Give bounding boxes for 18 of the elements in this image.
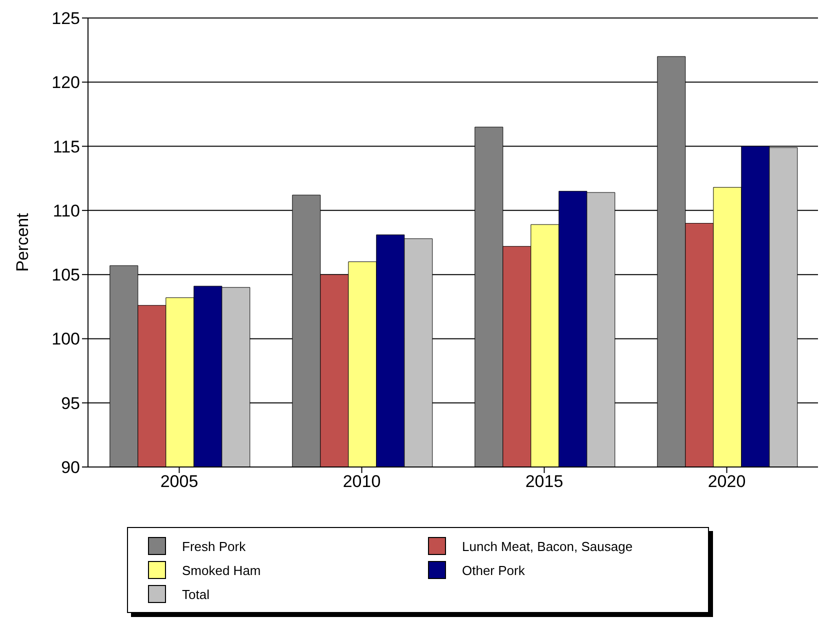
legend-label: Other Pork [462, 562, 525, 578]
y-tick-label: 120 [52, 73, 80, 92]
y-tick-label: 95 [61, 394, 80, 413]
x-tick-label: 2020 [708, 472, 746, 492]
y-tick-label: 90 [61, 458, 80, 478]
x-tick-label: 2015 [525, 472, 564, 492]
y-tick-label: 125 [52, 9, 80, 28]
legend-label: Lunch Meat, Bacon, Sausage [462, 538, 633, 554]
y-tick-label: 110 [52, 201, 80, 220]
y-tick-label: 100 [52, 330, 80, 349]
x-tick-label: 2010 [342, 472, 381, 492]
y-axis-title: Percent [13, 212, 32, 272]
y-tick-label: 115 [52, 137, 80, 156]
legend-label: Total [182, 586, 210, 602]
legend-label: Fresh Pork [182, 538, 246, 554]
legend-label: Smoked Ham [182, 562, 261, 578]
y-tick-label: 105 [52, 266, 80, 285]
x-tick-label: 2005 [160, 472, 198, 492]
